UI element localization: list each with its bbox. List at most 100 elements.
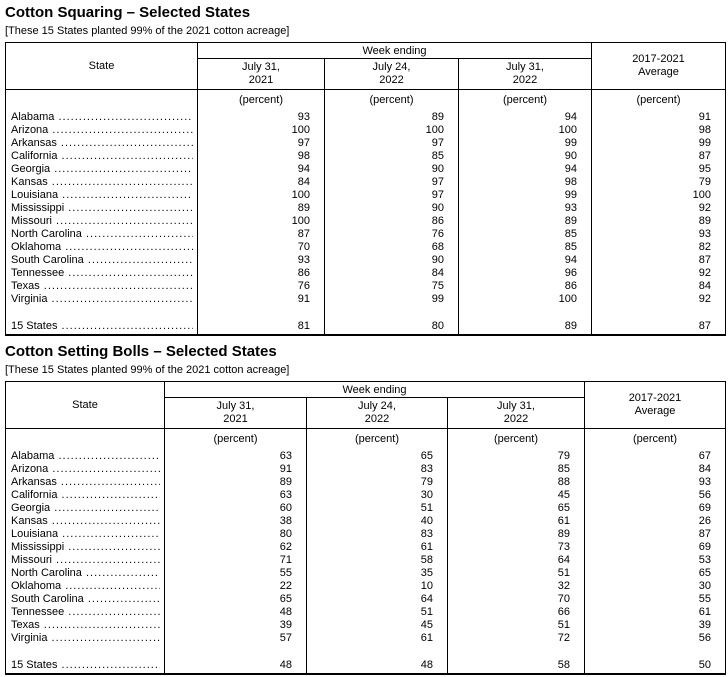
value-cell: 60 (164, 502, 307, 515)
state-name: Tennessee (11, 267, 65, 279)
state-name-cell: North Carolina (6, 567, 165, 580)
value-cell: 92 (591, 267, 726, 280)
value-cell: 65 (306, 448, 448, 463)
value-cell: 100 (197, 215, 325, 228)
state-name-cell: Oklahoma (6, 580, 165, 593)
dot-leader (57, 320, 193, 332)
value-cell: 66 (447, 606, 585, 619)
value-cell: 86 (458, 280, 592, 293)
date-header-row: July 31, 2021 July 24, 2022 July 31, 202… (6, 397, 726, 429)
value-cell: 84 (324, 267, 459, 280)
dot-leader (40, 619, 160, 631)
state-name-cell: Louisiana (6, 528, 165, 541)
state-name-cell: Mississippi (6, 202, 198, 215)
state-name: Texas (11, 619, 40, 631)
dot-leader (82, 567, 160, 579)
value-cell: 56 (584, 632, 726, 645)
state-name-cell: Missouri (6, 215, 198, 228)
dot-leader (84, 254, 193, 266)
value-cell: 91 (591, 109, 726, 124)
table-row: Arizona10010010098 (6, 124, 726, 137)
group-header-row: State Week ending 2017-2021 Average (5, 42, 726, 90)
state-name: Alabama (11, 450, 55, 462)
state-name-cell: North Carolina (6, 228, 198, 241)
state-name: North Carolina (11, 567, 82, 579)
state-name-cell: Missouri (6, 554, 165, 567)
units-row-state-cell (6, 90, 198, 110)
avg-header-line2: Average (638, 66, 679, 78)
value-cell: 65 (584, 567, 726, 580)
value-cell: 51 (306, 502, 448, 515)
value-cell: 39 (164, 619, 307, 632)
dot-leader (57, 137, 193, 149)
unit-label: (percent) (447, 428, 585, 448)
dot-leader (48, 124, 193, 136)
value-cell: 50 (584, 657, 726, 674)
state-name: Oklahoma (11, 241, 62, 253)
value-cell: 99 (591, 137, 726, 150)
state-name-cell (6, 306, 198, 318)
state-column-header: State (5, 42, 198, 90)
value-cell: 70 (197, 241, 325, 254)
value-cell: 65 (164, 593, 307, 606)
value-cell: 80 (164, 528, 307, 541)
units-row: (percent) (percent) (percent) (percent) (6, 89, 726, 110)
dot-leader (82, 228, 193, 240)
dot-leader (52, 554, 160, 566)
value-cell: 72 (447, 632, 585, 645)
value-cell: 92 (591, 202, 726, 215)
unit-label: (percent) (458, 89, 592, 109)
dot-leader (64, 202, 193, 214)
state-name-cell: Virginia (6, 632, 165, 645)
value-cell: 85 (458, 241, 592, 254)
dot-leader (40, 280, 193, 292)
state-name-cell: Georgia (6, 163, 198, 176)
week-col-header-jul31-2021: July 31, 2021 (164, 397, 307, 429)
state-name-cell: Louisiana (6, 189, 198, 202)
section-subtitle: [These 15 States planted 99% of the 2021… (5, 364, 290, 376)
state-name: 15 States (11, 319, 58, 332)
state-name: Virginia (11, 632, 48, 644)
value-cell: 93 (591, 228, 726, 241)
value-cell: 87 (591, 150, 726, 163)
value-cell (591, 306, 726, 318)
value-cell: 91 (197, 293, 325, 306)
dot-leader (48, 293, 194, 305)
state-name: Louisiana (11, 528, 59, 540)
state-name-cell: Kansas (6, 515, 165, 528)
table-row: Texas39455139 (6, 619, 726, 632)
value-cell: 62 (164, 541, 307, 554)
dot-leader (48, 176, 193, 188)
dot-leader (58, 189, 193, 201)
state-name: Alabama (11, 111, 55, 123)
state-name: South Carolina (11, 593, 84, 605)
state-name-cell: Arizona (6, 124, 198, 137)
value-cell: 64 (306, 593, 448, 606)
dot-leader (58, 528, 160, 540)
week-col-header-jul31-2022: July 31, 2022 (447, 397, 585, 429)
state-name: Oklahoma (11, 580, 62, 592)
state-name: Tennessee (11, 606, 65, 618)
dot-leader (54, 450, 160, 462)
value-cell: 55 (164, 567, 307, 580)
value-cell: 48 (164, 606, 307, 619)
value-cell: 69 (584, 502, 726, 515)
avg-column-header: 2017-2021 Average (584, 381, 726, 429)
value-cell: 10 (306, 580, 448, 593)
value-cell: 76 (324, 228, 459, 241)
value-cell: 100 (197, 189, 325, 202)
value-cell: 65 (447, 502, 585, 515)
value-cell: 83 (306, 463, 448, 476)
value-cell: 94 (458, 109, 592, 124)
state-name-cell: South Carolina (6, 254, 198, 267)
